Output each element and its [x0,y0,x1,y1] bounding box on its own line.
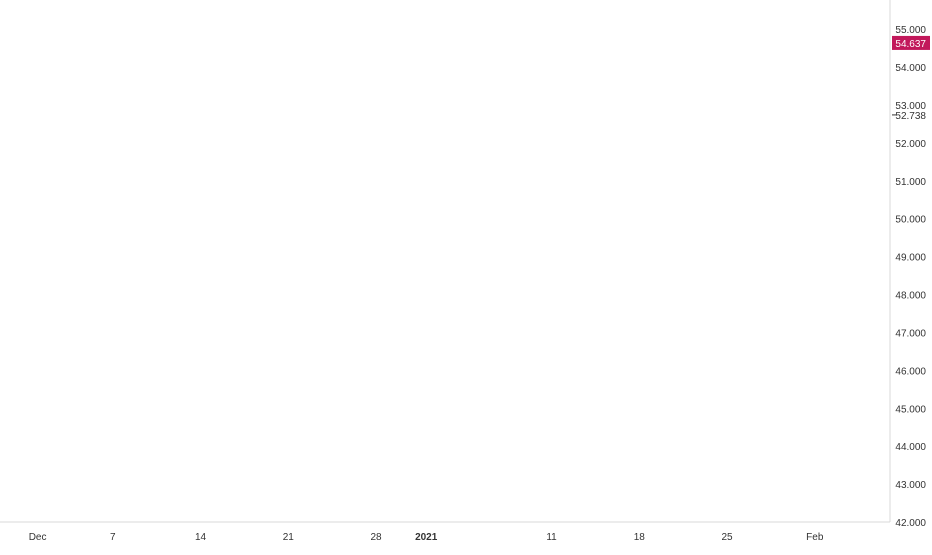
time-tick-label: 7 [110,532,116,543]
target-price-badge [892,35,930,50]
time-tick-label: Feb [806,532,824,543]
time-tick-label: 11 [546,532,557,543]
time-tick-label: 18 [634,532,646,543]
time-tick-label: Dec [29,532,47,543]
price-tick-label: 54.000 [895,63,926,74]
price-tick-label: 53.000 [895,101,926,112]
time-tick-label: 14 [195,532,207,543]
last-price-label: 52.738 [895,111,926,122]
price-tick-label: 42.000 [895,518,926,529]
price-tick-label: 45.000 [895,404,926,415]
time-tick-label: 25 [721,532,733,543]
time-tick-label: 21 [283,532,295,543]
price-tick-label: 46.000 [895,366,926,377]
price-tick-label: 47.000 [895,328,926,339]
time-tick-label: 28 [370,532,382,543]
price-tick-label: 44.000 [895,442,926,453]
price-tick-label: 52.000 [895,139,926,150]
price-tick-label: 55.000 [895,25,926,36]
price-tick-label: 49.000 [895,253,926,264]
time-tick-label: 2021 [415,532,438,543]
target-price-label: 54.637 [895,39,926,50]
price-tick-label: 51.000 [895,177,926,188]
price-tick-label: 43.000 [895,480,926,491]
price-tick-label: 50.000 [895,215,926,226]
price-tick-label: 48.000 [895,291,926,302]
